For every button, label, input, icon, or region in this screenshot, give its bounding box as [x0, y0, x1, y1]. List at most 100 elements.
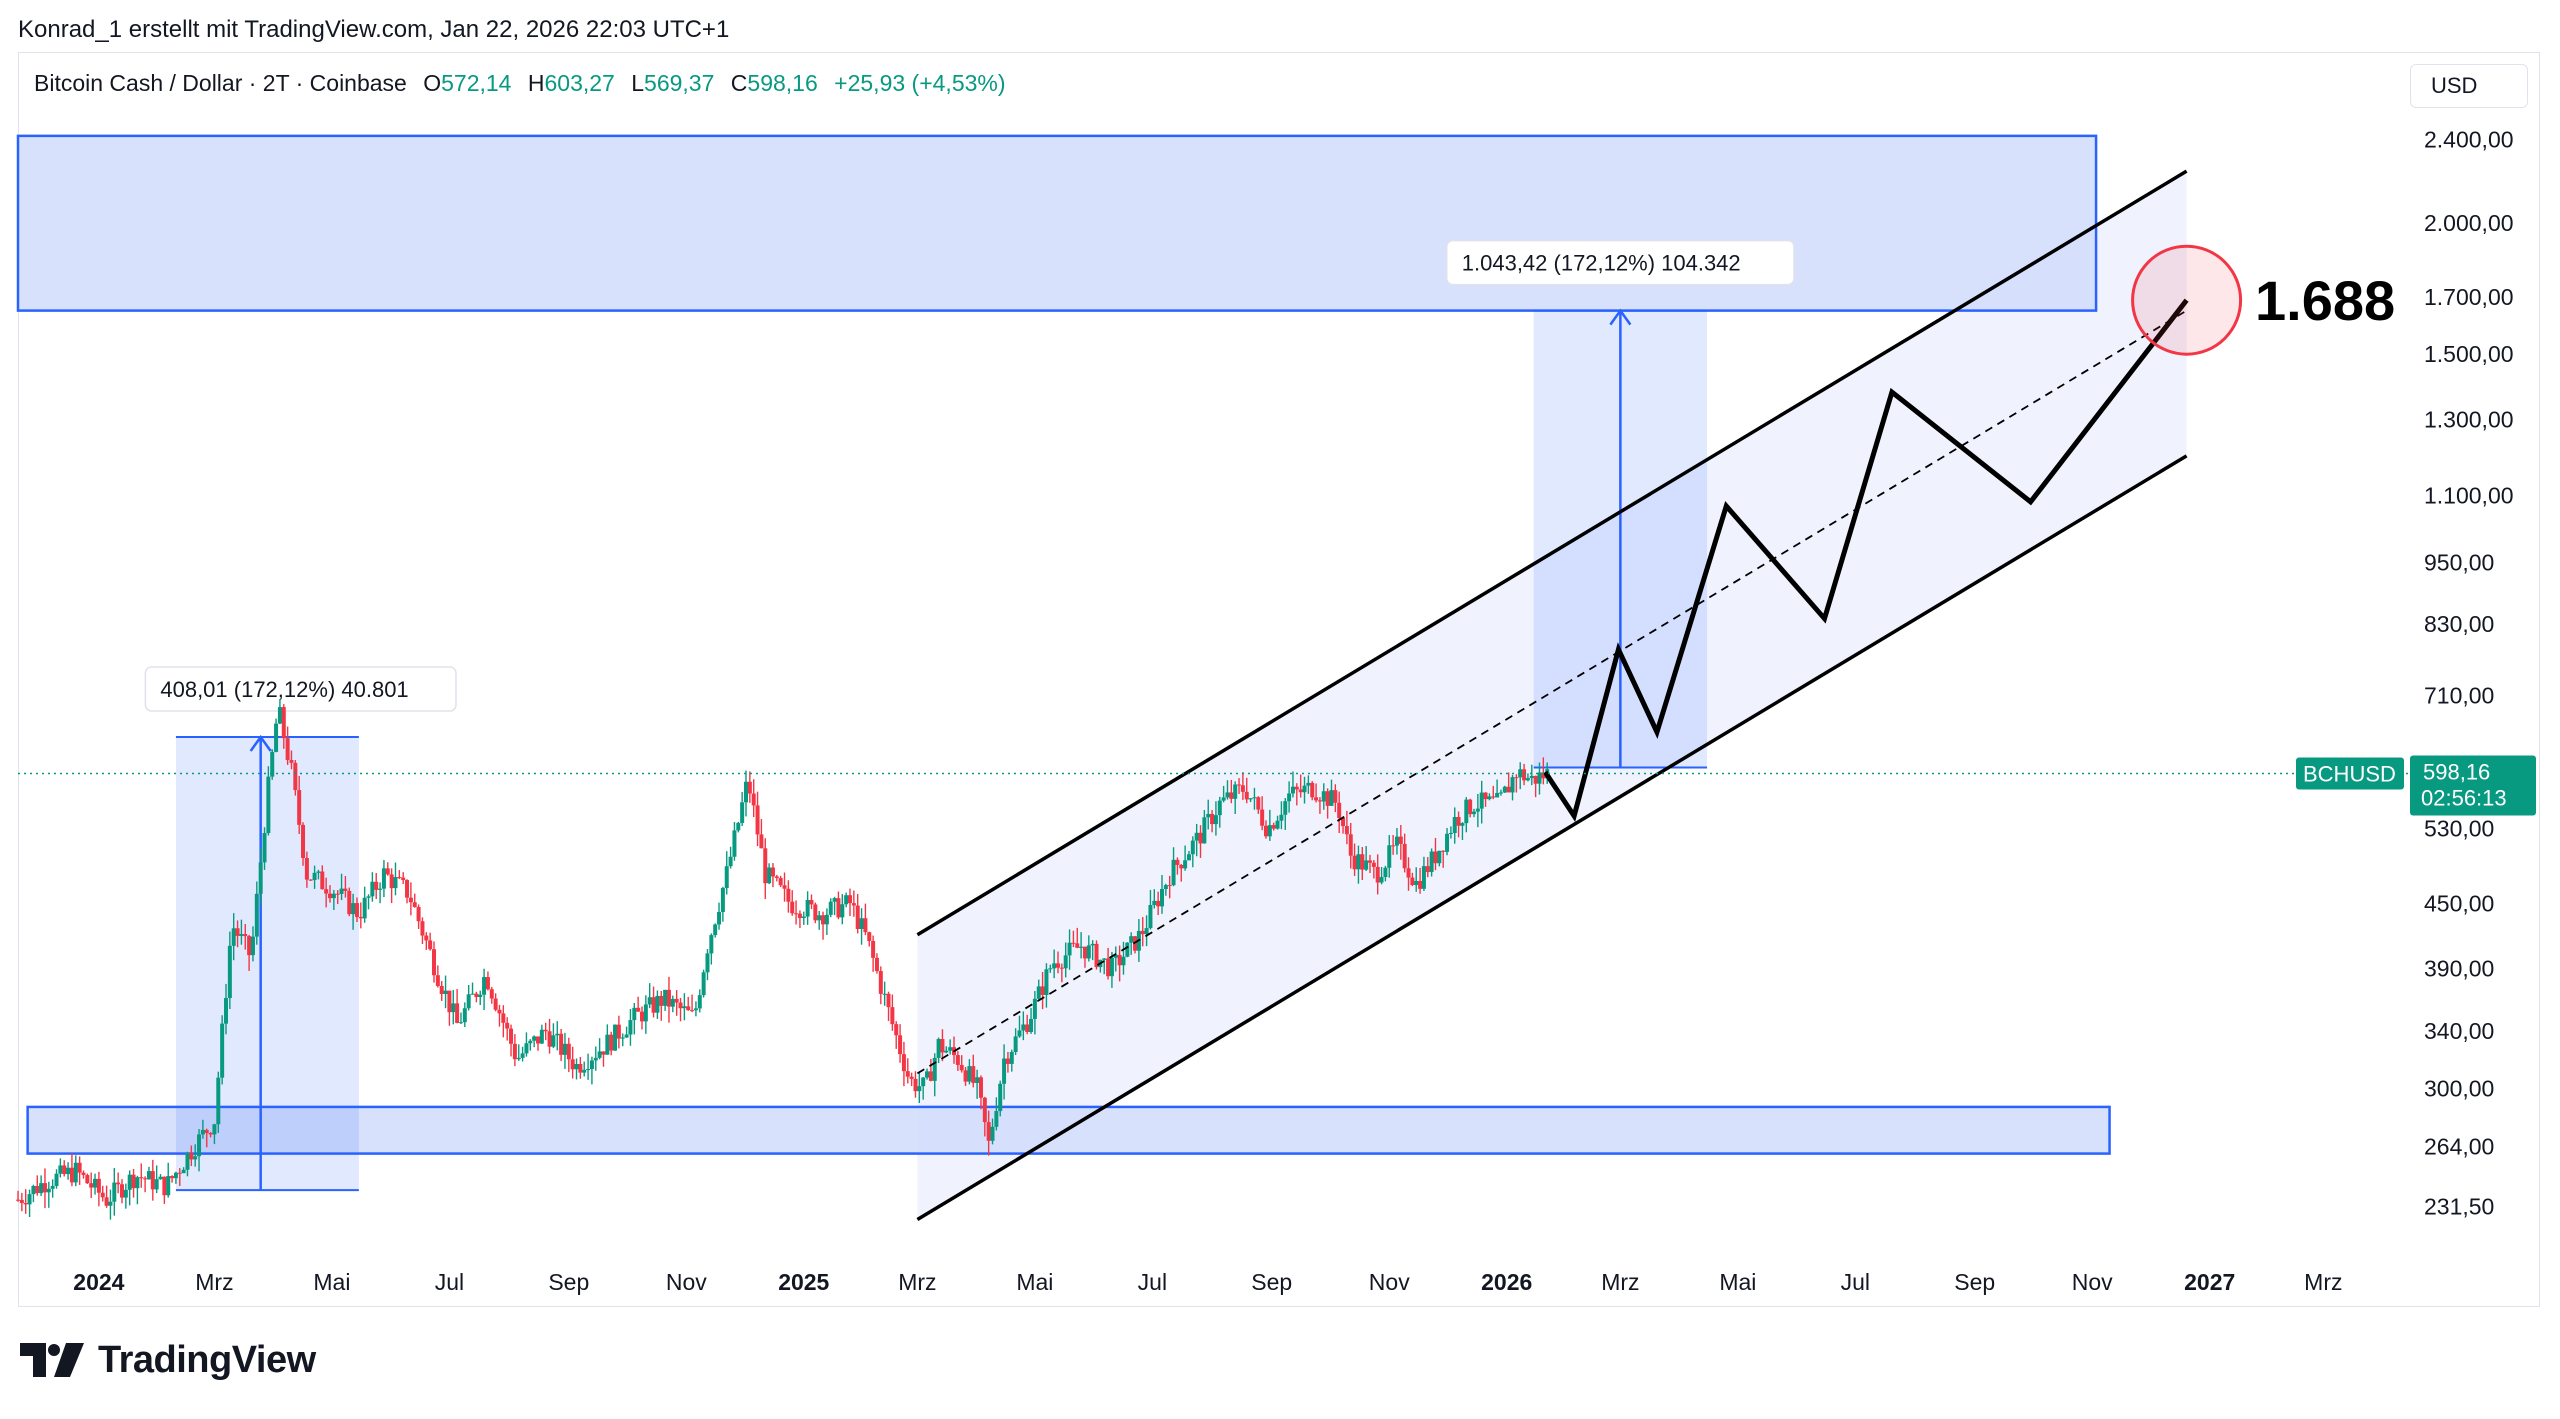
- candle-body: [871, 940, 876, 958]
- candle-body: [146, 1171, 151, 1180]
- candle-body: [1021, 1024, 1026, 1031]
- candle-body: [940, 1039, 945, 1053]
- candle-body: [293, 762, 298, 791]
- candle-body: [1221, 797, 1226, 801]
- candle-body: [1394, 836, 1399, 846]
- candle-body: [135, 1177, 140, 1189]
- channel-upper-line: [916, 169, 2188, 937]
- change-value: +25,93 (+4,53%): [834, 70, 1006, 96]
- candle-body: [1418, 880, 1423, 889]
- candle-body: [1152, 900, 1157, 906]
- candle-body: [763, 848, 768, 884]
- candle-body: [19, 1199, 24, 1204]
- channel-fill: [917, 171, 2187, 1220]
- candle-body: [331, 893, 336, 899]
- candle-body: [335, 893, 340, 895]
- candle-body: [339, 888, 344, 894]
- candle-body: [1368, 860, 1372, 863]
- candle-body: [690, 1010, 695, 1012]
- candle-body: [1144, 928, 1149, 935]
- candle-body: [181, 1169, 186, 1174]
- candle-body: [1075, 943, 1080, 948]
- candle-body: [385, 868, 390, 875]
- candle-body: [994, 1111, 999, 1127]
- candle-body: [1229, 792, 1234, 799]
- candle-body: [1048, 968, 1053, 970]
- candle-body: [928, 1071, 933, 1081]
- candle-body: [1183, 860, 1188, 869]
- tradingview-logo-icon: [20, 1343, 84, 1377]
- price-tick: 231,50: [2424, 1194, 2494, 1220]
- candle-body: [1237, 784, 1242, 786]
- candle-body: [347, 890, 352, 915]
- candle-body: [767, 867, 772, 884]
- symbol-title[interactable]: Bitcoin Cash / Dollar · 2T · Coinbase: [34, 70, 407, 96]
- candle-body: [755, 805, 760, 835]
- candle-body: [358, 916, 363, 919]
- candle-body: [420, 921, 425, 936]
- candle-body: [986, 1122, 991, 1141]
- candle-body: [1156, 900, 1161, 907]
- candle-body: [1171, 859, 1176, 886]
- candle-body: [1279, 814, 1284, 821]
- candle-body: [1302, 785, 1307, 793]
- candle-body: [1514, 777, 1519, 779]
- price-tick: 710,00: [2424, 682, 2494, 708]
- open-value: 572,14: [441, 70, 512, 96]
- candle-body: [1194, 832, 1199, 841]
- candle-body: [898, 1035, 903, 1055]
- candle-body: [1356, 854, 1361, 870]
- candle-body: [69, 1167, 74, 1183]
- candles: [16, 698, 1550, 1220]
- candle-body: [655, 995, 660, 1013]
- candle-body: [139, 1177, 144, 1179]
- candle-body: [451, 1003, 456, 1013]
- symbol-badge: [2296, 757, 2404, 790]
- candle-body: [1036, 986, 1041, 999]
- currency-button[interactable]: USD: [2410, 64, 2528, 108]
- candle-body: [697, 995, 702, 1009]
- candle-body: [397, 877, 402, 879]
- candle-body: [1491, 796, 1496, 798]
- candle-body: [170, 1176, 175, 1179]
- candle-body: [528, 1040, 533, 1044]
- measure-1-label: 408,01 (172,12%) 40.801: [160, 677, 408, 702]
- time-tick: Nov: [2072, 1269, 2113, 1295]
- candle-body: [720, 888, 725, 912]
- candle-body: [967, 1066, 972, 1082]
- candle-body: [874, 957, 879, 972]
- candle-body: [1206, 813, 1211, 818]
- target-circle: [2131, 244, 2243, 356]
- candle-body: [239, 934, 244, 936]
- candle-body: [1441, 850, 1446, 852]
- candle-body: [1333, 790, 1338, 803]
- candle-body: [1213, 815, 1218, 825]
- candle-body: [1348, 834, 1353, 856]
- time-tick: Nov: [666, 1269, 707, 1295]
- candle-body: [770, 867, 775, 877]
- candle-body: [54, 1173, 59, 1186]
- candle-body: [905, 1071, 910, 1077]
- candle-body: [224, 998, 228, 1024]
- candle-body: [120, 1184, 124, 1198]
- low-value: 569,37: [644, 70, 715, 96]
- candle-body: [1414, 880, 1419, 885]
- price-tick: 1.100,00: [2424, 483, 2514, 509]
- candle-body: [1406, 868, 1411, 878]
- candle-body: [1518, 769, 1523, 778]
- candle-body: [116, 1182, 121, 1185]
- candle-body: [1329, 790, 1334, 806]
- candle-body: [975, 1077, 980, 1083]
- candle-body: [651, 997, 656, 1013]
- candle-body: [131, 1174, 136, 1189]
- chart-panel: [18, 52, 2540, 1307]
- candle-body: [1190, 840, 1195, 855]
- candle-body: [744, 781, 748, 803]
- candle-body: [1032, 998, 1037, 1019]
- candle-body: [485, 977, 490, 990]
- candle-body: [154, 1179, 159, 1190]
- candle-body: [1433, 851, 1438, 864]
- time-tick: Sep: [1251, 1269, 1292, 1295]
- tradingview-logo[interactable]: TradingView: [20, 1338, 316, 1382]
